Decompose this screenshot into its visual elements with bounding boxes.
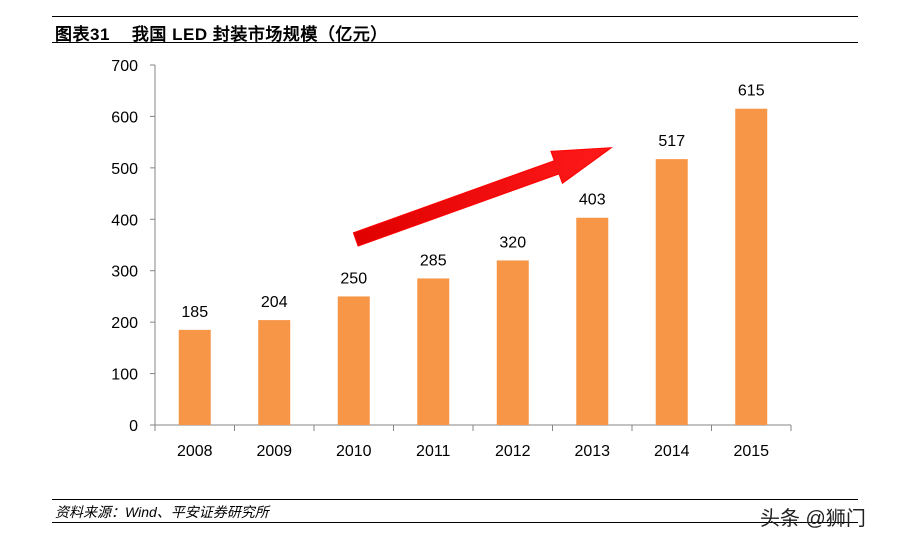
x-tick-label: 2009: [256, 443, 292, 460]
bar: [655, 159, 688, 425]
bar-value-labels: 185 204 250 285 320 403 517 615: [181, 83, 764, 321]
x-tick-label: 2008: [177, 443, 213, 460]
x-tick-label: 2012: [495, 443, 531, 460]
bar: [735, 108, 768, 425]
bar-value-label: 517: [658, 133, 685, 150]
y-tick-label: 200: [111, 315, 138, 332]
bar-value-label: 285: [420, 252, 447, 269]
x-tick-label: 2015: [733, 443, 769, 460]
x-tick-label: 2011: [416, 443, 451, 460]
x-tick-label: 2013: [574, 443, 610, 460]
bottom-rule: [52, 522, 858, 523]
bar-value-label: 204: [261, 294, 288, 311]
x-tick-label: 2010: [336, 443, 372, 460]
x-axis: 2008 2009 2010 2011 2012 2013 2014 2015: [154, 424, 792, 460]
bars: [178, 108, 768, 425]
source-note: 资料来源：Wind、平安证券研究所: [55, 504, 269, 520]
y-tick-label: 100: [111, 367, 138, 384]
bar: [496, 260, 529, 425]
title-underline: [52, 42, 858, 43]
x-tick-label: 2014: [654, 443, 690, 460]
y-tick-label: 300: [111, 264, 138, 281]
bar: [417, 278, 450, 425]
bar: [178, 329, 211, 425]
bar-value-label: 250: [340, 270, 367, 287]
top-rule: [52, 16, 858, 17]
bar-value-label: 615: [738, 83, 765, 100]
y-tick-label: 500: [111, 161, 138, 178]
y-axis: 0 100 200 300 400 500 600 700: [111, 58, 156, 435]
watermark: 头条 @狮门: [760, 508, 866, 530]
figure-number: 图表31: [55, 25, 110, 44]
bar: [258, 320, 291, 425]
bar-value-label: 403: [579, 192, 606, 209]
y-tick-label: 0: [129, 418, 138, 435]
y-tick-label: 600: [111, 109, 138, 126]
figure-title: 图表31 我国 LED 封装市场规模（亿元）: [55, 20, 388, 45]
y-tick-label: 700: [111, 58, 138, 75]
bar-value-label: 185: [181, 304, 208, 321]
trend-arrow: [352, 147, 613, 247]
figure-caption: 我国 LED 封装市场规模（亿元）: [131, 25, 388, 44]
bar: [576, 217, 609, 425]
bar-value-label: 320: [499, 234, 526, 251]
y-tick-label: 400: [111, 212, 138, 229]
footer-rule: [52, 499, 858, 500]
bar: [337, 296, 370, 425]
